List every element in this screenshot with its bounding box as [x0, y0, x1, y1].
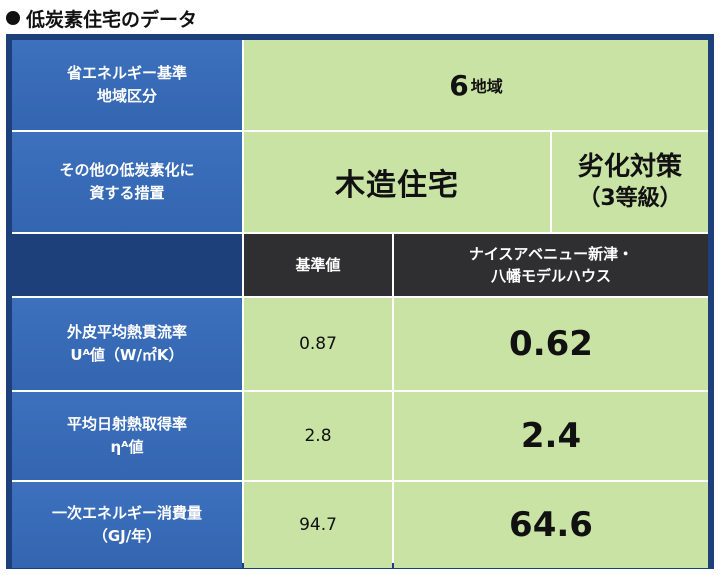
region-label-line1: 省エネルギー基準 — [66, 63, 187, 82]
header-corner — [12, 234, 242, 296]
region-unit: 地域 — [470, 77, 503, 96]
energy-model-cell: 64.6 — [394, 482, 708, 568]
other-measures-line2: 資する措置 — [89, 184, 165, 202]
eta-standard-value: 2.8 — [304, 426, 332, 446]
data-table: 省エネルギー基準 地域区分 6 地域 その他の低炭素化に 資する措置 木造住宅 … — [12, 40, 708, 568]
energy-label-cell: 一次エネルギー消費量 （GJ/年） — [12, 482, 242, 568]
eta-label-line1: 平均日射熱取得率 — [66, 414, 187, 433]
ua-model-value: 0.62 — [509, 324, 593, 364]
col-standard-label: 基準値 — [295, 255, 341, 274]
ua-label-line2: Uᴬ値（W/㎡K） — [70, 346, 184, 364]
eta-label-line2: ηᴬ値 — [110, 438, 144, 456]
measure-wooden-cell: 木造住宅 — [244, 132, 550, 232]
other-measures-line1: その他の低炭素化に — [59, 160, 195, 179]
col-model-line2: 八幡モデルハウス — [490, 267, 611, 285]
page-title: 低炭素住宅のデータ — [6, 4, 197, 32]
eta-standard-cell: 2.8 — [244, 392, 392, 480]
col-standard-header: 基準値 — [244, 234, 392, 296]
energy-model-value: 64.6 — [509, 505, 593, 545]
measure-wooden: 木造住宅 — [335, 168, 459, 203]
energy-standard-cell: 94.7 — [244, 482, 392, 568]
region-value: 6 — [449, 68, 469, 102]
ua-standard-value: 0.87 — [299, 334, 337, 354]
energy-label-line2: （GJ/年） — [92, 527, 162, 545]
energy-label-line1: 一次エネルギー消費量 — [51, 503, 202, 522]
energy-standard-value: 94.7 — [299, 515, 337, 535]
data-table-frame: 省エネルギー基準 地域区分 6 地域 その他の低炭素化に 資する措置 木造住宅 … — [6, 34, 714, 569]
measure-deterioration-grade: （3等級） — [578, 185, 682, 211]
eta-label-cell: 平均日射熱取得率 ηᴬ値 — [12, 392, 242, 480]
eta-model-value: 2.4 — [520, 416, 582, 456]
other-measures-label-cell: その他の低炭素化に 資する措置 — [12, 132, 242, 232]
col-model-header: ナイスアベニュー新津・ 八幡モデルハウス — [394, 234, 708, 296]
bullet-icon — [6, 11, 20, 25]
eta-model-cell: 2.4 — [394, 392, 708, 480]
region-value-cell: 6 地域 — [244, 40, 708, 130]
ua-model-cell: 0.62 — [394, 298, 708, 390]
page-title-text: 低炭素住宅のデータ — [26, 8, 198, 31]
ua-standard-cell: 0.87 — [244, 298, 392, 390]
ua-label-cell: 外皮平均熱貫流率 Uᴬ値（W/㎡K） — [12, 298, 242, 390]
col-model-line1: ナイスアベニュー新津・ — [468, 244, 634, 263]
region-label-line2: 地域区分 — [96, 87, 157, 105]
region-label-cell: 省エネルギー基準 地域区分 — [12, 40, 242, 130]
measure-deterioration-cell: 劣化対策 （3等級） — [552, 132, 708, 232]
measure-deterioration: 劣化対策 — [577, 151, 682, 182]
ua-label-line1: 外皮平均熱貫流率 — [66, 322, 187, 341]
